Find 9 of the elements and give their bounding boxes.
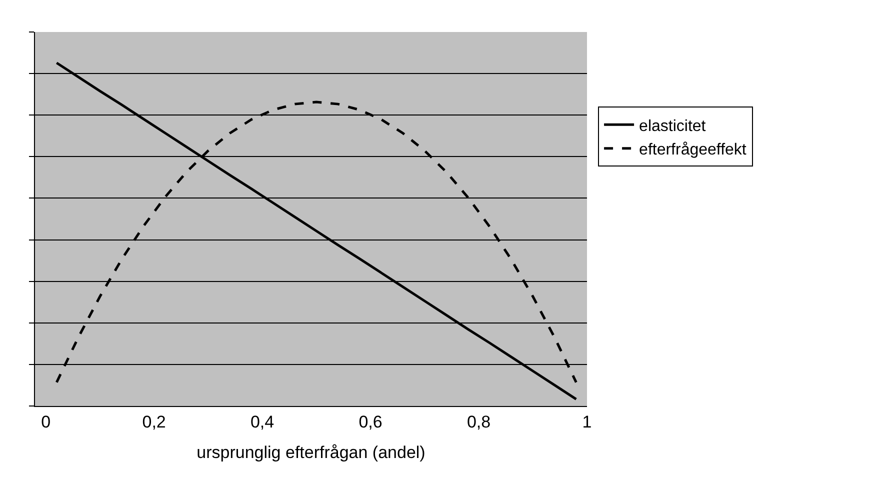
x-tick-label: 0	[41, 412, 51, 432]
x-tick-label: 0,2	[142, 412, 166, 432]
legend-label: elasticitet	[639, 118, 706, 135]
x-axis-title: ursprunglig efterfrågan (andel)	[196, 442, 426, 462]
x-tick-label: 1	[582, 412, 592, 432]
x-tick-label: 0,6	[358, 412, 382, 432]
legend-label: efterfrågeeffekt	[639, 142, 747, 159]
x-tick-label: 0,4	[250, 412, 274, 432]
x-tick-label: 0,8	[466, 412, 491, 432]
